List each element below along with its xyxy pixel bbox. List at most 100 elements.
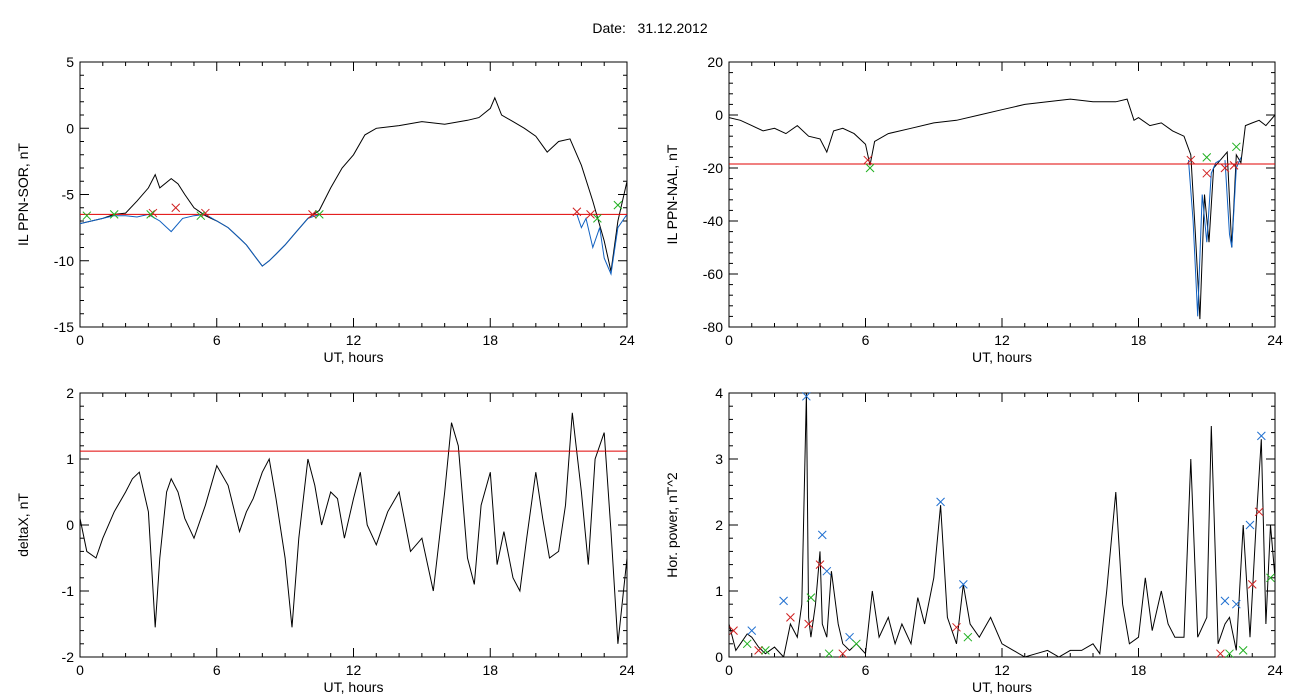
- marker-stroke: [196, 211, 206, 221]
- series-line-detrended: [80, 213, 320, 267]
- marker-red: [729, 626, 738, 635]
- marker-red: [804, 619, 813, 629]
- marker-stroke: [804, 619, 813, 629]
- marker-stroke: [593, 213, 602, 223]
- marker-green: [1266, 573, 1275, 583]
- x-tick-label: 12: [346, 332, 362, 348]
- marker-green: [1231, 142, 1241, 152]
- plot-frame: [79, 392, 628, 658]
- marker-stroke: [1186, 155, 1196, 165]
- series-line-signal: [729, 98, 1275, 320]
- marker-stroke: [1266, 573, 1275, 583]
- marker-red: [863, 155, 873, 165]
- marker-green: [196, 211, 206, 221]
- plot-frame: [79, 61, 628, 328]
- marker-green: [963, 632, 973, 642]
- x-tick-label: 18: [1131, 662, 1147, 678]
- marker-stroke: [1254, 507, 1264, 517]
- marker-red: [1220, 163, 1230, 173]
- marker-blue: [747, 626, 757, 635]
- figure-title: Date: 31.12.2012: [0, 20, 1300, 36]
- y-tick-label: 5: [66, 54, 74, 70]
- marker-stroke: [308, 210, 317, 219]
- marker-stroke: [201, 208, 210, 218]
- series-line-detrended: [576, 214, 627, 276]
- marker-stroke: [1231, 142, 1241, 152]
- marker-stroke: [1220, 596, 1230, 606]
- marker-red: [586, 210, 595, 219]
- marker-stroke: [952, 622, 961, 632]
- y-axis-label: Hor. power, nT^2: [664, 472, 680, 578]
- marker-blue: [779, 596, 788, 606]
- marker-green: [593, 213, 602, 223]
- y-tick-label: -10: [54, 253, 74, 269]
- x-tick-label: 0: [76, 332, 84, 348]
- y-tick-label: 0: [715, 649, 723, 665]
- marker-stroke: [586, 210, 595, 219]
- y-tick-label: -80: [703, 319, 723, 335]
- x-tick-label: 6: [213, 662, 221, 678]
- marker-stroke: [82, 211, 92, 221]
- marker-red: [815, 560, 825, 569]
- y-tick-label: 0: [715, 107, 723, 123]
- y-axis-label: deltaX, nT: [15, 493, 31, 557]
- marker-stroke: [1220, 163, 1230, 173]
- marker-stroke: [786, 613, 795, 622]
- x-axis-label: UT, hours: [324, 679, 384, 695]
- marker-stroke: [958, 580, 968, 589]
- marker-green: [1225, 649, 1234, 659]
- marker-green: [82, 211, 92, 221]
- chart-panel-2: 0 6 12 18 24 -80 -60 -40 -20 0 20 UT, hours IL PPN-N…: [664, 54, 1283, 365]
- marker-stroke: [845, 632, 854, 642]
- marker-stroke: [747, 626, 757, 635]
- x-tick-label: 24: [619, 332, 635, 348]
- marker-stroke: [1202, 168, 1212, 178]
- x-tick-label: 0: [76, 662, 84, 678]
- marker-green: [1202, 153, 1212, 162]
- marker-red: [786, 613, 795, 622]
- marker-stroke: [1256, 431, 1266, 441]
- y-tick-label: 3: [715, 451, 723, 467]
- marker-green: [109, 210, 119, 219]
- marker-stroke: [865, 163, 875, 173]
- marker-stroke: [822, 566, 832, 576]
- x-tick-label: 24: [1267, 332, 1283, 348]
- marker-stroke: [1238, 646, 1248, 655]
- y-tick-label: -40: [703, 213, 723, 229]
- marker-stroke: [1247, 580, 1257, 589]
- x-tick-label: 0: [725, 662, 733, 678]
- marker-stroke: [761, 646, 770, 655]
- marker-blue: [958, 580, 968, 589]
- marker-green: [1238, 646, 1248, 655]
- x-tick-label: 6: [862, 662, 870, 678]
- marker-red: [1247, 580, 1257, 589]
- x-tick-label: 18: [482, 662, 498, 678]
- series-line-signal: [729, 393, 1275, 657]
- marker-red: [1229, 160, 1239, 170]
- y-tick-label: -1: [62, 583, 75, 599]
- marker-stroke: [1202, 153, 1212, 162]
- marker-red: [1254, 507, 1264, 517]
- x-tick-label: 18: [1131, 332, 1147, 348]
- marker-blue: [1256, 431, 1266, 441]
- marker-stroke: [613, 200, 623, 210]
- marker-red: [201, 208, 210, 218]
- x-tick-label: 0: [725, 332, 733, 348]
- y-tick-label: 2: [715, 517, 723, 533]
- marker-stroke: [1216, 649, 1225, 659]
- marker-stroke: [817, 530, 827, 540]
- date-label: Date:: [592, 20, 626, 36]
- marker-green: [761, 646, 770, 655]
- y-axis-label: IL PPN-SOR, nT: [15, 143, 31, 246]
- marker-red: [171, 203, 181, 213]
- marker-green: [806, 593, 816, 602]
- series-line-signal: [80, 412, 627, 644]
- marker-stroke: [314, 210, 324, 219]
- marker-green: [613, 200, 623, 210]
- series-line-detrended: [1188, 159, 1221, 317]
- marker-stroke: [742, 639, 752, 649]
- marker-stroke: [109, 210, 119, 219]
- marker-blue: [1220, 596, 1230, 606]
